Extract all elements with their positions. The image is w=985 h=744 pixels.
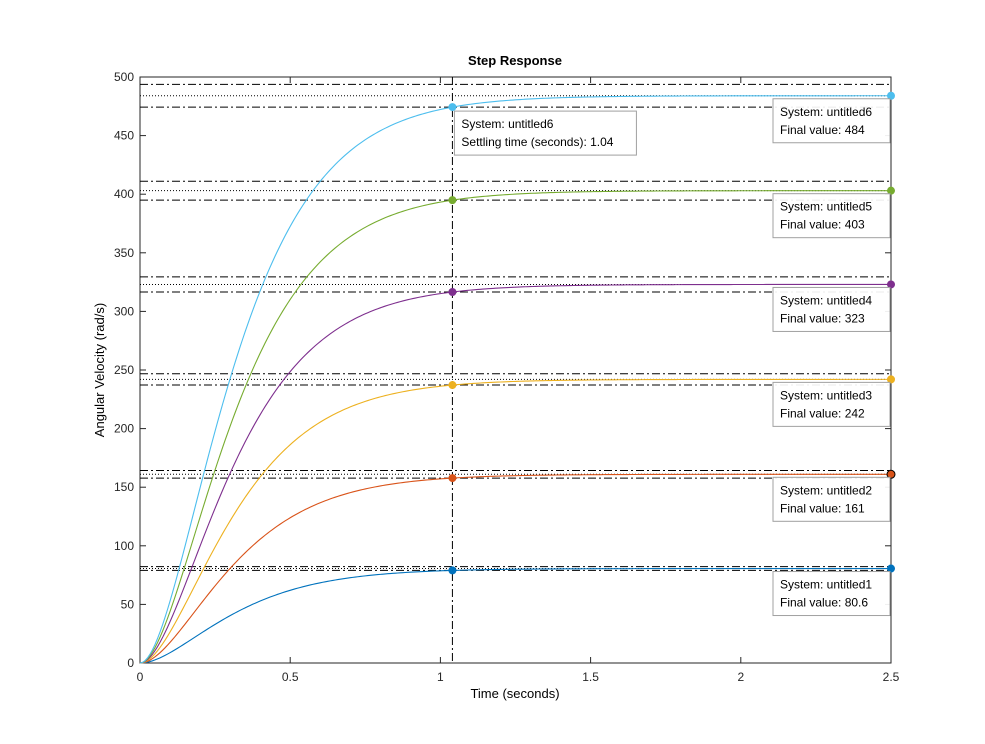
x-tick-label: 2.5 [883, 670, 900, 684]
y-tick-label: 150 [114, 480, 134, 494]
final-marker-untitled6 [887, 91, 895, 100]
x-axis-label: Time (seconds) [470, 686, 559, 701]
y-tick-label: 300 [114, 304, 134, 318]
final-value-tip-untitled5: System: untitled5 Final value: 403 [772, 193, 891, 239]
data-tip-text: Final value: 80.6 [780, 596, 868, 610]
final-value-tip-untitled1: System: untitled1 Final value: 80.6 [772, 571, 891, 617]
series-line-untitled5 [139, 190, 891, 664]
y-tick-label: 200 [114, 422, 134, 436]
data-tip-text: System: untitled4 [780, 293, 872, 307]
settling-marker-untitled1 [448, 566, 457, 575]
final-value-tip-untitled3: System: untitled3 Final value: 242 [772, 381, 891, 427]
settling-marker-untitled2 [448, 474, 457, 483]
data-tip-text: Final value: 484 [780, 123, 865, 137]
y-tick-label: 450 [114, 129, 134, 143]
final-marker-untitled2 [886, 469, 896, 479]
final-marker-untitled1 [887, 564, 895, 573]
settling-marker-untitled5 [448, 196, 457, 205]
final-marker-untitled4 [887, 280, 895, 289]
y-tick-label: 400 [114, 187, 134, 201]
final-value-tip-untitled2: System: untitled2 Final value: 161 [772, 476, 891, 522]
chart-title: Step Response [468, 53, 562, 68]
y-tick-label: 50 [121, 597, 135, 611]
axes-box [139, 76, 892, 664]
x-tick-label: 2 [737, 670, 744, 684]
data-tip-box [772, 381, 891, 427]
data-tip-text: System: untitled5 [780, 200, 872, 214]
data-tip-text: Final value: 323 [780, 311, 865, 325]
final-value-tip-untitled4: System: untitled4 Final value: 323 [772, 286, 891, 332]
y-tick-label: 350 [114, 246, 134, 260]
final-marker-untitled3 [887, 375, 895, 384]
data-tip-text: Settling time (seconds): 1.04 [461, 135, 613, 149]
final-value-tip-untitled6: System: untitled6 Final value: 484 [772, 98, 891, 144]
data-tip-box [453, 110, 637, 156]
data-tip-text: System: untitled3 [780, 388, 872, 402]
plot-area: 0 0.5 1 1.5 2 2.5 0 50 100 150 200 250 300 350 400 450 5… [114, 70, 900, 684]
data-tip-box [772, 286, 891, 332]
data-tip-box [772, 193, 891, 239]
x-tick-label: 1.5 [582, 670, 599, 684]
settling-marker-untitled6 [448, 103, 457, 112]
data-tip-box [772, 476, 891, 522]
series-line-untitled4 [139, 283, 891, 664]
settling-time-tip: System: untitled6 Settling time (seconds)… [453, 110, 637, 156]
x-tick-label: 1 [437, 670, 444, 684]
data-tip-text: Final value: 403 [780, 218, 865, 232]
y-tick-label: 250 [114, 363, 134, 377]
y-tick-label: 500 [114, 70, 134, 84]
data-tip-text: Final value: 242 [780, 406, 865, 420]
y-tick-label: 100 [114, 539, 134, 553]
y-axis-label: Angular Velocity (rad/s) [92, 303, 107, 437]
series-line-untitled2 [139, 473, 891, 664]
series-line-untitled6 [139, 95, 891, 664]
data-tip-box [772, 98, 891, 144]
final-marker-untitled5 [887, 186, 895, 195]
x-tick-label: 0 [137, 670, 144, 684]
settling-marker-untitled3 [448, 381, 457, 390]
settling-marker-untitled4 [448, 288, 457, 297]
x-tick-label: 0.5 [282, 670, 299, 684]
series-line-untitled3 [139, 378, 891, 664]
data-tip-box [772, 571, 891, 617]
data-tip-text: Final value: 161 [780, 501, 865, 515]
data-tip-text: System: untitled6 [461, 117, 553, 131]
y-tick-label: 0 [127, 656, 134, 670]
data-tip-text: System: untitled2 [780, 483, 872, 497]
series-line-untitled1 [139, 567, 891, 664]
data-tip-text: System: untitled6 [780, 105, 872, 119]
data-tip-text: System: untitled1 [780, 578, 872, 592]
